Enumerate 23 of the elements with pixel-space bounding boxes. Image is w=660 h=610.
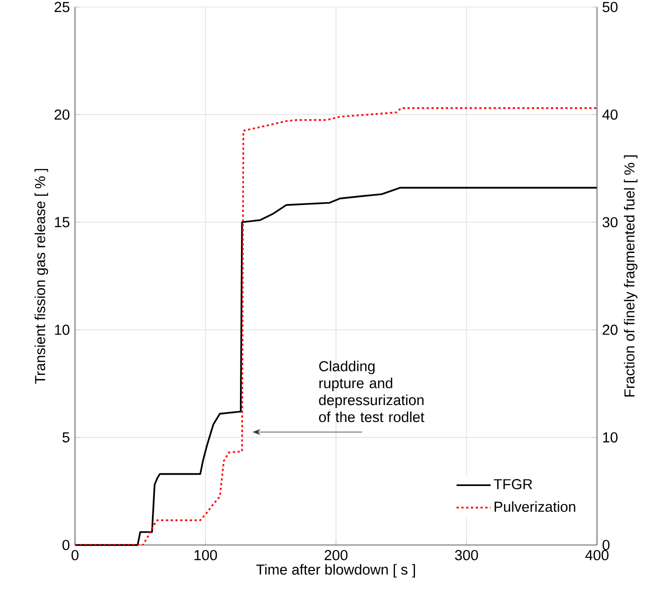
annotation: Cladding rupture and depressurization of the test rodlet <box>319 360 424 422</box>
y2-tick-label: 20 <box>602 324 618 335</box>
y-tick-label: 20 <box>54 109 70 120</box>
y-tick-label: 0 <box>62 540 70 550</box>
y2-tick-label: 0 <box>602 540 610 550</box>
x-tick-label: 0 <box>72 550 78 560</box>
y-tick-label: 25 <box>54 2 70 12</box>
y-axis-title: Transient fission gas release [ % ] <box>34 168 48 384</box>
y2-axis-title: Fraction of finely fragmented fuel [ % ] <box>624 155 638 396</box>
legend-label: Pulverization <box>494 501 576 512</box>
y2-tick-label: 30 <box>602 217 618 228</box>
x-tick-label: 200 <box>324 550 348 560</box>
x-tick-label: 400 <box>585 550 608 560</box>
x-tick-label: 100 <box>194 550 217 560</box>
y2-tick-label: 10 <box>603 432 618 443</box>
y-tick-label: 10 <box>55 324 70 335</box>
legend-label: TFGR <box>494 479 532 490</box>
x-tick-label: 300 <box>455 550 478 560</box>
y2-tick-label: 40 <box>602 109 618 120</box>
y-tick-label: 5 <box>62 432 70 442</box>
x-axis-title: Time after blowdown [ s ] <box>256 564 415 578</box>
y2-tick-label: 50 <box>602 2 618 12</box>
y-tick-label: 15 <box>55 217 70 228</box>
